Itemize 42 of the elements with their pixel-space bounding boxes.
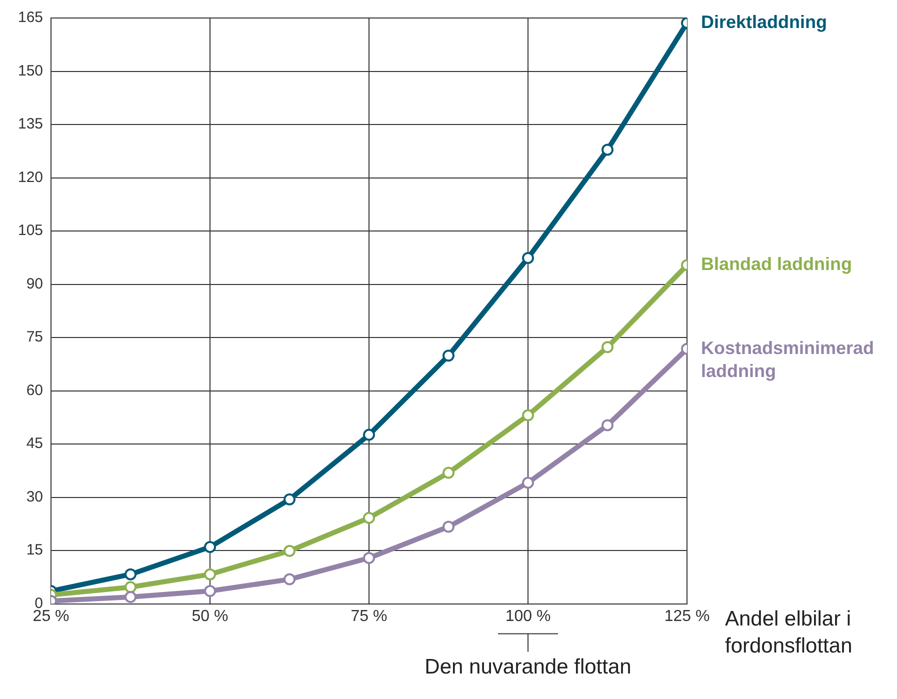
x-tick-label: 100 % — [505, 608, 551, 625]
point — [602, 419, 614, 432]
point — [124, 568, 137, 580]
point — [442, 520, 455, 533]
series-label: Blandad laddning — [701, 254, 852, 274]
series-label: Kostnadsminimerad laddning — [701, 338, 874, 381]
y-tick-label: 60 — [26, 382, 44, 399]
point — [204, 540, 216, 553]
x-tick-label: 125 % — [664, 608, 710, 625]
y-tick-label: 105 — [18, 222, 44, 240]
annotation: Den nuvarande flottan — [424, 656, 632, 679]
point — [442, 350, 455, 362]
y-tick-label: 120 — [18, 168, 44, 186]
point — [602, 144, 614, 156]
y-tick-label: 165 — [18, 9, 44, 26]
y-tick-label: 135 — [18, 116, 44, 133]
y-tick-label: 90 — [26, 275, 44, 292]
point — [124, 581, 137, 594]
point — [522, 252, 534, 264]
point — [204, 585, 216, 598]
x-tick-label: 75 % — [350, 608, 388, 625]
x-axis-title: Andel elbilar i fordonsflottan — [725, 608, 852, 658]
point — [522, 476, 534, 489]
point — [522, 409, 534, 422]
y-tick-label: 45 — [26, 435, 44, 452]
series-label: Direktladdning — [701, 12, 828, 32]
point — [363, 428, 376, 441]
point — [204, 568, 216, 580]
point — [442, 466, 455, 479]
y-tick-label: 75 — [26, 328, 44, 346]
y-tick-label: 15 — [26, 542, 44, 559]
point — [124, 591, 137, 604]
point — [602, 341, 614, 354]
point — [284, 573, 296, 586]
point — [363, 552, 376, 564]
y-tick-label: 30 — [26, 488, 44, 506]
x-tick-label: 25 % — [32, 608, 70, 625]
point — [363, 512, 376, 524]
point — [284, 544, 296, 557]
y-tick-label: 150 — [18, 62, 44, 80]
point — [284, 493, 296, 506]
x-tick-label: 50 % — [192, 608, 228, 625]
